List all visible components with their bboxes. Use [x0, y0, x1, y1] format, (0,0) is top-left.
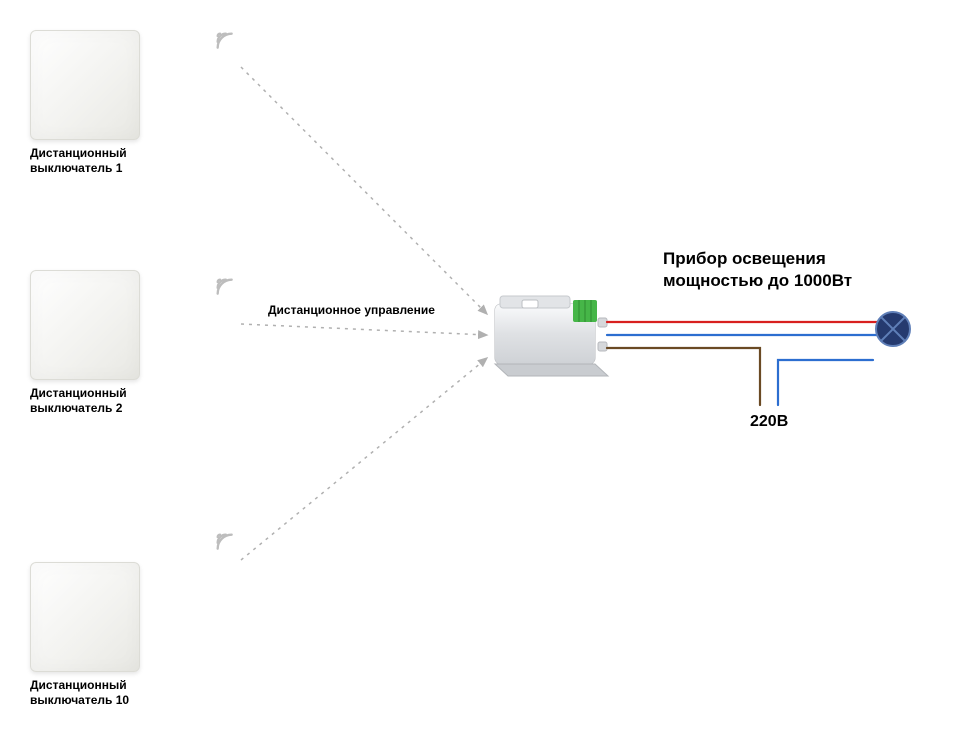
switch-2-label: Дистанционный выключатель 2 [30, 386, 140, 416]
switch-1-label: Дистанционный выключатель 1 [30, 146, 140, 176]
wireless-icon [213, 275, 241, 308]
switch-2: Дистанционный выключатель 2 [30, 270, 140, 416]
wireless-icon [213, 530, 241, 563]
switch-1: Дистанционный выключатель 1 [30, 30, 140, 176]
lamp-title: Прибор освещения мощностью до 1000Вт [663, 248, 852, 292]
voltage-label: 220В [750, 413, 788, 431]
wire-brown [607, 348, 760, 405]
signal-line-1 [241, 67, 487, 314]
remote-control-label: Дистанционное управление [268, 303, 435, 317]
switch-box-icon [30, 270, 140, 380]
lamp-title-line2: мощностью до 1000Вт [663, 271, 852, 290]
wire-blue-bottom [778, 360, 873, 405]
wire-blue-top [607, 329, 887, 335]
lamp-title-line1: Прибор освещения [663, 249, 826, 268]
switch-1-label-2: выключатель 1 [30, 161, 122, 175]
diagram-svg [0, 0, 967, 739]
switch-10-label: Дистанционный выключатель 10 [30, 678, 140, 708]
wireless-icon [213, 29, 241, 62]
switch-box-icon [30, 562, 140, 672]
signal-line-3 [241, 358, 487, 560]
signal-line-2 [241, 324, 487, 335]
switch-2-label-1: Дистанционный [30, 386, 127, 400]
switch-2-label-2: выключатель 2 [30, 401, 122, 415]
switch-10: Дистанционный выключатель 10 [30, 562, 140, 708]
wires [607, 322, 887, 405]
switch-10-label-1: Дистанционный [30, 678, 127, 692]
switch-1-label-1: Дистанционный [30, 146, 127, 160]
lamp-icon [876, 312, 910, 346]
switch-box-icon [30, 30, 140, 140]
switch-10-label-2: выключатель 10 [30, 693, 129, 707]
relay-module [495, 296, 608, 376]
